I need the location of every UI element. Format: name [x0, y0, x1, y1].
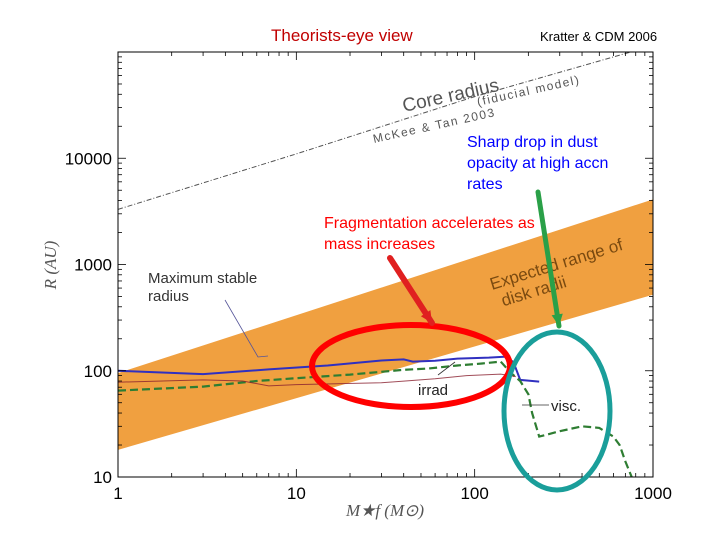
- y-tick-label: 10: [93, 468, 112, 487]
- x-tick-label: 10: [287, 484, 306, 503]
- dust-drop-arrow-head: [551, 313, 563, 326]
- visc-label: visc.: [551, 398, 581, 415]
- y-tick-label: 100: [84, 362, 112, 381]
- y-tick-label: 1000: [74, 256, 112, 275]
- max-stable-radius-label: Maximum stable radius: [148, 270, 258, 305]
- fragmentation-highlight-ellipse: [309, 322, 513, 410]
- y-tick-label: 10000: [65, 149, 112, 168]
- dust-opacity-note: Sharp drop in dust opacity at high accn …: [467, 134, 609, 193]
- fragmentation-note: Fragmentation accelerates as mass increa…: [324, 215, 535, 253]
- credit-label: Kratter & CDM 2006: [540, 29, 658, 44]
- irrad-leader: [437, 361, 456, 376]
- series-3-line: [118, 373, 516, 387]
- x-tick-label: 100: [460, 484, 488, 503]
- irrad-label: irrad: [418, 382, 449, 399]
- dust-drop-highlight-ellipse: [501, 329, 613, 493]
- x-tick-label: 1: [113, 484, 122, 503]
- fragmentation-arrow-shaft: [387, 255, 435, 326]
- fragmentation-arrow-head: [420, 310, 432, 323]
- series-0-line: [118, 52, 633, 210]
- slide-title: Theorists-eye view: [271, 26, 413, 45]
- x-axis-title: M★f (M⊙): [345, 501, 424, 520]
- max-radius-leader: [224, 299, 269, 358]
- dust-drop-arrow-shaft: [535, 189, 562, 329]
- x-tick-label: 1000: [634, 484, 672, 503]
- y-axis-title: R (AU): [41, 240, 60, 290]
